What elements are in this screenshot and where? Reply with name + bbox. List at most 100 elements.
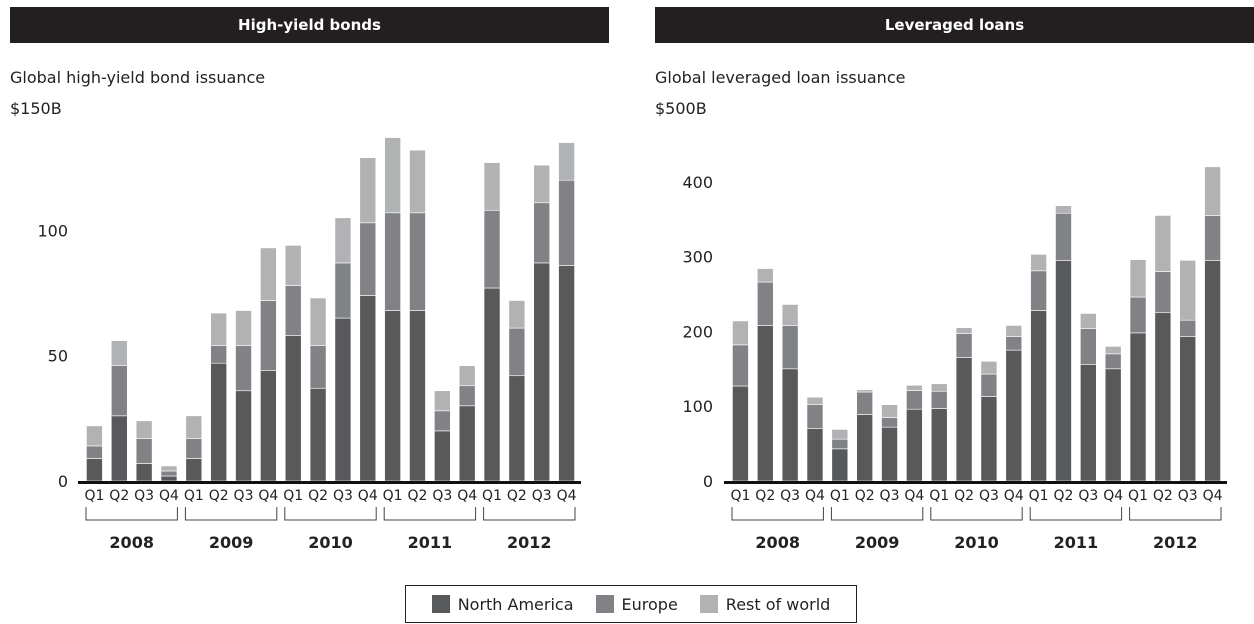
legend-label-north-america: North America [457, 594, 574, 614]
bar-segment-north-america [210, 362, 227, 482]
bar-segment-europe [732, 344, 749, 387]
legend-swatch-rest-of-world [699, 595, 718, 613]
legend-swatch-north-america [431, 595, 450, 613]
year-label: 2010 [308, 533, 353, 552]
bar-segment-europe [881, 417, 898, 428]
y-tick-label: 400 [682, 173, 713, 192]
bar-segment-north-america [508, 375, 526, 482]
x-tick-label: Q3 [780, 488, 800, 504]
year-label: 2009 [855, 533, 900, 552]
bar-segment-north-america [806, 428, 824, 482]
bar-segment-north-america [1080, 364, 1097, 482]
bar-segment-north-america [1104, 368, 1122, 482]
bar-segment-rest-of-world [955, 327, 973, 334]
year-bracket [830, 507, 924, 521]
bar-segment-north-america [732, 385, 749, 482]
bar-segment-rest-of-world [458, 365, 476, 387]
x-tick-label: Q3 [880, 488, 900, 504]
bar-segment-rest-of-world [1129, 259, 1147, 298]
x-tick-label: Q2 [1153, 488, 1173, 504]
bar-segment-north-america [955, 357, 973, 482]
x-tick-label: Q4 [457, 488, 477, 504]
x-tick-label: Q3 [234, 488, 254, 504]
bar-segment-north-america [1154, 312, 1172, 482]
bar-segment-rest-of-world [359, 157, 377, 224]
bar-segment-rest-of-world [508, 300, 526, 329]
bar-segment-north-america [930, 408, 948, 482]
bar-segment-europe [458, 385, 476, 407]
bar-segment-europe [1104, 353, 1122, 370]
bar-segment-europe [1179, 319, 1197, 337]
leveraged-loans-panel: Leveraged loans Global leveraged loan is… [655, 0, 1254, 560]
bar-segment-rest-of-world [930, 383, 948, 392]
x-tick-label: Q2 [507, 488, 527, 504]
legend-swatch-europe [595, 595, 614, 613]
high-yield-bonds-panel: High-yield bonds Global high-yield bond … [10, 0, 609, 560]
bar-segment-rest-of-world [309, 297, 327, 346]
year-label: 2008 [109, 533, 154, 552]
bar-segment-europe [831, 438, 849, 450]
year-bracket [184, 507, 278, 521]
bar-segment-rest-of-world [160, 465, 178, 472]
bar-segment-rest-of-world [1204, 166, 1221, 216]
year-bracket [483, 507, 576, 521]
bar-segment-north-america [284, 335, 302, 482]
bar-segment-rest-of-world [260, 247, 277, 301]
y-tick-label: 0 [703, 472, 713, 491]
x-tick-label: Q1 [1029, 488, 1049, 504]
year-bracket [1029, 507, 1123, 521]
bar-segment-europe [260, 300, 277, 372]
bar-segment-north-america [135, 463, 153, 482]
bar-segment-rest-of-world [86, 425, 103, 447]
bar-segment-rest-of-world [1154, 215, 1172, 272]
year-label: 2009 [209, 533, 254, 552]
bar-segment-rest-of-world [110, 340, 128, 366]
year-bracket [930, 507, 1023, 521]
bar-segment-europe [558, 179, 575, 266]
bar-segment-north-america [980, 396, 998, 482]
bar-segment-rest-of-world [881, 404, 898, 418]
year-label: 2012 [507, 533, 552, 552]
bar-segment-europe [434, 410, 451, 432]
legend-item-north-america: North America [431, 594, 574, 614]
year-label: 2010 [954, 533, 999, 552]
legend-item-europe: Europe [595, 595, 678, 614]
x-tick-label: Q1 [84, 488, 104, 504]
x-tick-label: Q1 [184, 488, 204, 504]
bar-segment-europe [533, 202, 551, 264]
x-tick-label: Q2 [1054, 488, 1074, 504]
bar-segment-rest-of-world [781, 304, 799, 326]
bar-segment-rest-of-world [980, 361, 998, 375]
bar-segment-rest-of-world [806, 396, 824, 406]
bar-segment-north-america [483, 287, 501, 482]
year-bracket [731, 507, 824, 521]
bar-segment-europe [334, 262, 352, 319]
bar-segment-europe [384, 212, 401, 311]
bar-segment-north-america [781, 368, 799, 482]
bar-segment-north-america [831, 448, 849, 482]
x-tick-label: Q4 [1103, 488, 1123, 504]
bar-segment-europe [409, 212, 426, 311]
bar-segment-rest-of-world [558, 142, 575, 181]
bar-segment-rest-of-world [1005, 325, 1023, 337]
bar-segment-rest-of-world [409, 149, 426, 214]
x-tick-label: Q3 [1178, 488, 1198, 504]
bar-segment-europe [309, 345, 327, 389]
x-tick-label: Q4 [805, 488, 825, 504]
y-tick-label: 0 [58, 472, 68, 491]
bar-segment-north-america [881, 426, 898, 482]
bar-segment-rest-of-world [284, 245, 302, 286]
y-axis-unit-label: $150B [10, 99, 62, 118]
x-tick-label: Q4 [1004, 488, 1024, 504]
x-tick-label: Q2 [855, 488, 875, 504]
bar-segment-europe [110, 365, 128, 417]
bar-segment-rest-of-world [1030, 254, 1047, 272]
bar-segment-north-america [160, 475, 178, 482]
x-tick-label: Q2 [308, 488, 328, 504]
bar-segment-north-america [359, 295, 377, 482]
bar-segment-europe [806, 404, 824, 429]
bar-segment-europe [135, 438, 153, 464]
bar-segment-north-america [110, 415, 128, 482]
x-tick-label: Q1 [929, 488, 949, 504]
